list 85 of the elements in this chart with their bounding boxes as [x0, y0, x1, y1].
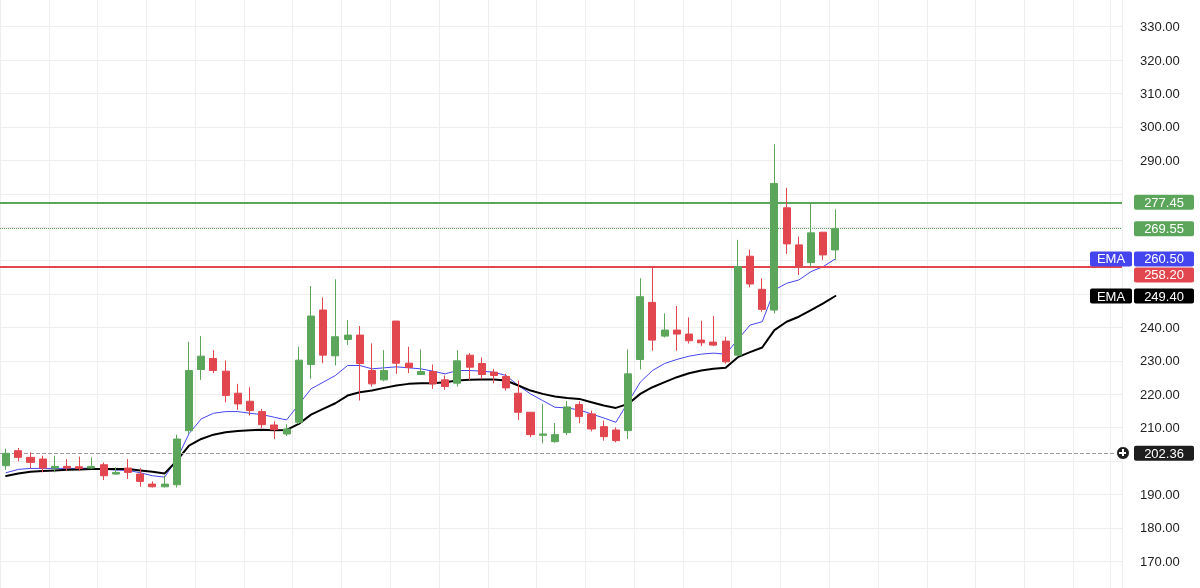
candlestick	[624, 348, 632, 440]
candlestick	[453, 349, 461, 388]
y-tick-label: 220.00	[1140, 386, 1180, 402]
candlestick	[661, 312, 669, 338]
text: 260.50	[1144, 251, 1184, 267]
y-tick-label: 180.00	[1140, 520, 1180, 536]
y-tick-label: 240.00	[1140, 319, 1180, 335]
candlestick	[234, 383, 242, 411]
ref-line-label: 202.36	[1144, 445, 1184, 461]
candlestick	[441, 375, 449, 391]
candlestick	[14, 447, 22, 462]
candlestick	[258, 408, 266, 429]
candlestick	[270, 420, 278, 440]
candlestick	[685, 316, 693, 344]
candlestick	[112, 466, 120, 476]
candlestick	[417, 348, 425, 376]
candlestick	[734, 239, 742, 358]
candlestick	[356, 325, 364, 402]
ref-line-label: 277.45	[1144, 194, 1184, 210]
candlestick	[87, 456, 95, 470]
candlestick	[758, 277, 766, 313]
candlestick	[466, 352, 474, 381]
candlestick	[405, 346, 413, 374]
candlestick	[722, 336, 730, 364]
line-series	[5, 258, 836, 478]
candlestick	[246, 386, 254, 417]
candlestick	[697, 320, 705, 347]
candlestick	[307, 285, 315, 380]
legend-label: EMA	[1096, 251, 1126, 267]
candlestick	[331, 278, 339, 366]
candlestick	[380, 349, 388, 382]
ref-line-label: 258.20	[1144, 267, 1184, 283]
y-tick-label: 190.00	[1140, 486, 1180, 502]
candlestick	[124, 458, 132, 480]
candlestick	[75, 456, 83, 472]
line-series	[5, 295, 837, 478]
candlestick	[636, 277, 644, 370]
candlestick	[63, 458, 71, 472]
candlestick	[283, 423, 291, 437]
candlestick	[51, 455, 59, 473]
candlestick	[100, 461, 108, 481]
candlestick	[173, 434, 181, 488]
y-tick-label: 290.00	[1140, 152, 1180, 168]
candlestick	[526, 411, 535, 438]
candlestick	[39, 455, 47, 473]
candlestick	[209, 349, 217, 374]
text: 249.40	[1144, 288, 1184, 304]
candlestick	[563, 400, 571, 436]
y-tick-label: 320.00	[1140, 52, 1180, 68]
y-tick-label: 170.00	[1140, 553, 1180, 569]
y-tick-label: 330.00	[1140, 19, 1180, 35]
candlestick	[612, 426, 620, 443]
candlestick	[136, 467, 144, 488]
candlestick	[197, 335, 205, 381]
candlestick	[539, 403, 547, 444]
candlestick	[490, 368, 498, 384]
candlestick	[161, 475, 169, 488]
candlestick	[2, 448, 10, 471]
y-tick-label: 210.00	[1140, 420, 1180, 436]
candlestick	[819, 231, 827, 261]
candlestick	[26, 451, 35, 469]
candlestick	[148, 480, 156, 488]
candlestick	[587, 410, 596, 432]
y-tick-label: 230.00	[1140, 353, 1180, 369]
candlestick	[185, 341, 193, 435]
y-tick-label: 310.00	[1140, 86, 1180, 102]
candlestick	[344, 319, 352, 346]
candlestick	[222, 359, 230, 403]
candlestick	[502, 373, 510, 392]
candlestick	[575, 400, 583, 424]
candlestick	[709, 315, 717, 347]
candlestick	[429, 363, 437, 390]
candlestick	[673, 305, 681, 352]
candlestick	[295, 346, 303, 425]
y-tick-label: 300.00	[1140, 119, 1180, 135]
candlestick	[392, 320, 400, 375]
candlestick	[368, 342, 376, 388]
candlestick	[478, 356, 486, 380]
candlestick	[514, 380, 522, 421]
candlestick	[319, 296, 327, 364]
candlestick	[600, 420, 608, 442]
candlestick	[551, 422, 559, 444]
ref-line-label: 269.55	[1144, 221, 1184, 237]
candlestick	[783, 187, 791, 255]
legend-label: EMA	[1096, 288, 1126, 304]
